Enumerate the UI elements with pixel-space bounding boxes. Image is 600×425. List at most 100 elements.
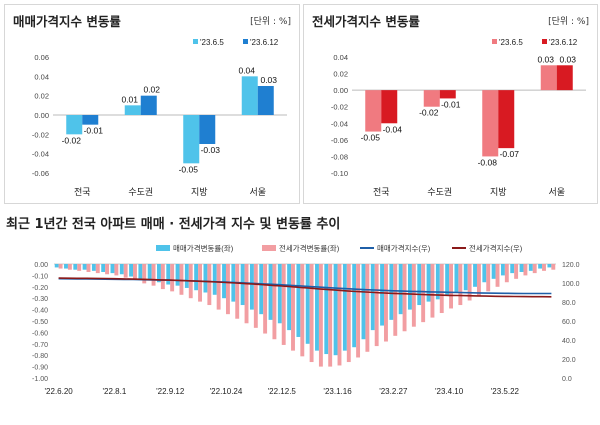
sale-chart-title: 매매가격지수 변동률 bbox=[13, 14, 121, 29]
trend-bar bbox=[318, 264, 323, 367]
jeonse-bar bbox=[423, 90, 440, 107]
trend-bar bbox=[337, 264, 342, 366]
trend-bar bbox=[374, 264, 379, 347]
sale-ytick-label: 0.00 bbox=[34, 111, 49, 120]
jeonse-legend-swatch bbox=[542, 39, 547, 44]
jeonse-ytick-label: -0.08 bbox=[331, 152, 348, 161]
trend-bar bbox=[147, 264, 152, 280]
jeonse-data-label: -0.01 bbox=[441, 99, 461, 109]
trend-bar bbox=[300, 264, 305, 357]
jeonse-legend-label: '23.6.12 bbox=[549, 38, 578, 47]
trend-bar bbox=[370, 264, 375, 331]
trend-bar bbox=[393, 264, 398, 336]
trend-bar bbox=[244, 264, 249, 324]
trend-bar bbox=[449, 264, 453, 309]
trend-bar bbox=[328, 264, 333, 367]
trend-bar bbox=[179, 264, 184, 295]
trend-bar bbox=[346, 264, 351, 363]
trend-bar bbox=[296, 264, 301, 337]
jeonse-data-label: -0.07 bbox=[500, 149, 520, 159]
trend-bar bbox=[91, 264, 96, 271]
sale-legend-label: '23.6.5 bbox=[200, 38, 224, 47]
trend-ytick-label: -0.80 bbox=[32, 353, 48, 360]
trend-xtick-label: '23.1.16 bbox=[323, 387, 352, 396]
sale-data-label: -0.03 bbox=[201, 145, 221, 155]
trend-ytick-label: -0.90 bbox=[32, 365, 48, 372]
trend-bar bbox=[157, 264, 161, 283]
trend-bar bbox=[333, 264, 338, 356]
jeonse-category-label: 서울 bbox=[548, 187, 565, 197]
trend-bar bbox=[249, 264, 254, 310]
trend-y2tick-label: 40.0 bbox=[562, 338, 576, 345]
trend-y2tick-label: 100.0 bbox=[562, 281, 580, 288]
trend-y2tick-label: 20.0 bbox=[562, 357, 576, 364]
trend-bar bbox=[384, 264, 388, 342]
trend-bar bbox=[160, 264, 165, 290]
trend-bar bbox=[170, 264, 175, 292]
trend-bar bbox=[64, 264, 68, 269]
sale-ytick-label: 0.04 bbox=[34, 72, 49, 81]
jeonse-ytick-label: -0.02 bbox=[331, 103, 348, 112]
jeonse-data-label: -0.04 bbox=[383, 124, 403, 134]
trend-bar bbox=[305, 264, 310, 344]
jeonse-chart-title: 전세가격지수 변동률 bbox=[312, 14, 420, 29]
trend-bar bbox=[361, 264, 366, 340]
trend-ytick-label: -0.60 bbox=[32, 330, 48, 337]
trend-bar bbox=[532, 264, 537, 274]
trend-bar bbox=[114, 264, 119, 276]
trend-bar bbox=[253, 264, 258, 328]
trend-bar bbox=[287, 264, 292, 331]
sale-category-label: 서울 bbox=[249, 187, 266, 197]
sale-data-label: 0.04 bbox=[238, 65, 255, 75]
jeonse-price-change-chart: '23.6.5'23.6.120.040.020.00-0.02-0.04-0.… bbox=[331, 38, 586, 197]
trend-bar bbox=[365, 264, 370, 352]
sale-data-label: 0.02 bbox=[143, 85, 160, 95]
sale-bar bbox=[140, 95, 157, 115]
trend-bar bbox=[435, 264, 440, 300]
trend-bar bbox=[315, 264, 319, 351]
trend-bar bbox=[86, 264, 91, 272]
trend-bar bbox=[175, 264, 180, 286]
jeonse-ytick-label: 0.04 bbox=[333, 53, 348, 62]
sale-legend-swatch bbox=[243, 39, 248, 44]
trend-xtick-label: '22.12.5 bbox=[268, 387, 297, 396]
trend-ytick-label: -1.00 bbox=[32, 376, 48, 383]
trend-bar bbox=[138, 264, 143, 279]
trend-xtick-label: '23.2.27 bbox=[379, 387, 408, 396]
trend-bar bbox=[411, 264, 416, 327]
trend-bar bbox=[123, 264, 128, 278]
trend-bar bbox=[482, 264, 487, 283]
trend-bar bbox=[203, 264, 208, 293]
jeonse-data-label: 0.03 bbox=[559, 54, 576, 64]
trend-bar bbox=[342, 264, 347, 351]
trend-legend-label: 매매가격변동률(좌) bbox=[173, 243, 234, 253]
sale-ytick-label: 0.02 bbox=[34, 92, 49, 101]
trend-bar bbox=[198, 264, 202, 302]
trend-legend-swatch bbox=[262, 245, 276, 251]
trend-ytick-label: -0.70 bbox=[32, 342, 48, 349]
trend-bar bbox=[207, 264, 212, 306]
sale-data-label: 0.01 bbox=[121, 94, 138, 104]
sale-bar bbox=[241, 76, 258, 115]
jeonse-ytick-label: -0.06 bbox=[331, 136, 348, 145]
trend-bar bbox=[458, 264, 463, 306]
trend-bar bbox=[514, 264, 519, 279]
sale-legend-swatch bbox=[193, 39, 198, 44]
trend-bar bbox=[380, 264, 385, 326]
trend-legend-label: 매매가격지수(우) bbox=[377, 243, 431, 253]
trend-bar bbox=[95, 264, 100, 274]
trend-y2tick-label: 120.0 bbox=[562, 262, 580, 269]
trend-bar bbox=[142, 264, 147, 284]
trend-ytick-label: -0.20 bbox=[32, 285, 48, 292]
sale-legend-label: '23.6.12 bbox=[250, 38, 279, 47]
trend-bar bbox=[486, 264, 491, 292]
trend-bar bbox=[547, 264, 552, 268]
jeonse-bar bbox=[556, 65, 573, 91]
trend-legend-label: 전세가격변동률(좌) bbox=[279, 243, 340, 253]
jeonse-category-label: 수도권 bbox=[427, 186, 452, 197]
trend-bar bbox=[417, 264, 422, 306]
sale-bar bbox=[66, 115, 83, 135]
sale-data-label: 0.03 bbox=[260, 75, 277, 85]
trend-bar bbox=[398, 264, 403, 315]
trend-bar bbox=[268, 264, 273, 320]
